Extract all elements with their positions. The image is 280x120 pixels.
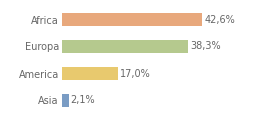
Bar [62, 67, 118, 80]
Bar [62, 94, 69, 107]
Text: 42,6%: 42,6% [204, 15, 235, 24]
Text: 2,1%: 2,1% [71, 96, 95, 105]
Text: 38,3%: 38,3% [190, 42, 221, 51]
Bar [62, 40, 188, 53]
Bar [62, 13, 202, 26]
Text: 17,0%: 17,0% [120, 69, 150, 78]
